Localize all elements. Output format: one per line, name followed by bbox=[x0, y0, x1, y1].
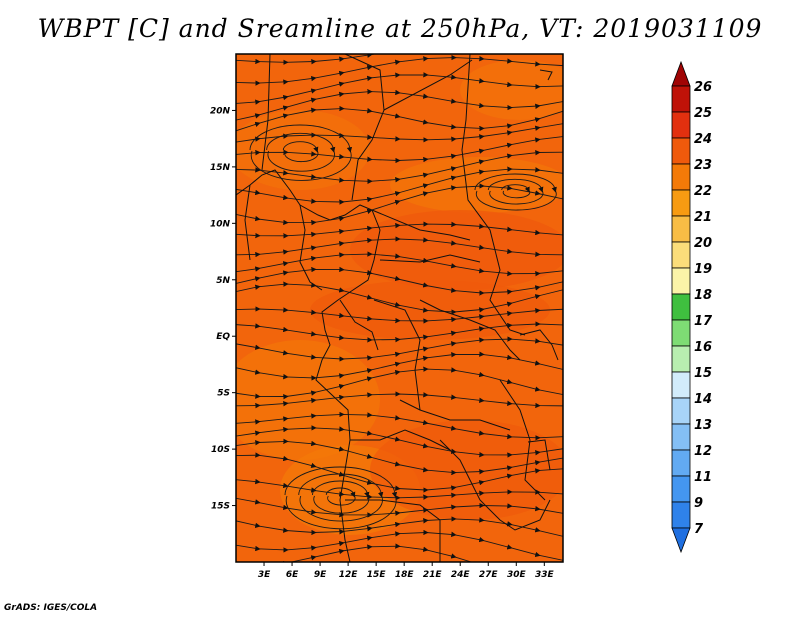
streamline bbox=[236, 391, 563, 409]
colorbar-swatch bbox=[671, 293, 691, 321]
colorbar-label: 20 bbox=[694, 236, 712, 251]
colorbar-bottom-triangle bbox=[671, 527, 691, 554]
lon-label: 15E bbox=[367, 570, 387, 580]
grads-credit: GrADS: IGES/COLA bbox=[4, 603, 98, 613]
colorbar-label: 25 bbox=[694, 106, 712, 121]
streamline bbox=[236, 221, 563, 239]
colorbar-swatch bbox=[671, 397, 691, 425]
country-borders bbox=[236, 54, 559, 562]
lat-label: 15S bbox=[211, 502, 230, 512]
streamline bbox=[474, 173, 557, 211]
colorbar-swatch bbox=[671, 475, 691, 503]
colorbar-label: 24 bbox=[694, 132, 712, 147]
lat-label: 10N bbox=[210, 219, 231, 229]
streamline bbox=[236, 281, 563, 315]
streamline bbox=[284, 466, 398, 530]
lat-label: 5N bbox=[216, 276, 230, 286]
streamline bbox=[282, 141, 319, 163]
colorbar-label: 26 bbox=[694, 80, 712, 95]
colorbar-swatch bbox=[671, 345, 691, 373]
lat-label: 10S bbox=[211, 445, 230, 455]
colorbar-label: 16 bbox=[694, 340, 712, 355]
colorbar-swatch bbox=[671, 163, 691, 191]
colorbar-swatch bbox=[671, 137, 691, 165]
streamline bbox=[236, 497, 563, 518]
colorbar-swatch bbox=[671, 319, 691, 347]
lon-label: 9E bbox=[314, 570, 327, 580]
colorbar-swatch bbox=[671, 215, 691, 243]
lat-label: 5S bbox=[217, 389, 230, 399]
lon-label: 21E bbox=[423, 570, 443, 580]
streamline bbox=[312, 480, 370, 514]
lon-label: 24E bbox=[451, 570, 471, 580]
lon-label: 33E bbox=[535, 570, 555, 580]
lon-label: 30E bbox=[507, 570, 527, 580]
map-title: WBPT [C] and Sreamline at 250hPa, VT: 20… bbox=[37, 14, 763, 43]
colorbar-label: 15 bbox=[694, 366, 712, 381]
streamline bbox=[249, 124, 353, 181]
colorbar-swatch bbox=[671, 449, 691, 477]
streamline bbox=[298, 473, 384, 522]
lat-label: 15N bbox=[210, 163, 231, 173]
colorbar-swatch bbox=[671, 189, 691, 217]
map-axes: 20N 15N 10N 5N EQ 5S 10S 15S 3E 6E 9E 12E 15E 18E 21E 2… bbox=[210, 106, 555, 580]
colorbar-label: 21 bbox=[694, 210, 712, 225]
lon-label: 27E bbox=[479, 570, 499, 580]
streamline bbox=[266, 132, 336, 172]
colorbar-swatch bbox=[671, 267, 691, 295]
colorbar-label: 23 bbox=[694, 158, 712, 173]
colorbar: 26 25 24 23 22 21 20 19 18 17 16 15 14 13 12 11 9 7 bbox=[671, 60, 713, 554]
map-frame bbox=[235, 53, 564, 563]
streamlines bbox=[236, 54, 563, 562]
streamline bbox=[236, 306, 563, 324]
streamline bbox=[236, 478, 563, 501]
colorbar-top-triangle bbox=[671, 60, 691, 87]
lon-label: 3E bbox=[258, 570, 271, 580]
colorbar-label: 9 bbox=[694, 496, 703, 511]
colorbar-label: 19 bbox=[694, 262, 712, 277]
colorbar-swatch bbox=[671, 111, 691, 139]
colorbar-swatch bbox=[671, 371, 691, 399]
lat-label: 20N bbox=[210, 106, 231, 116]
streamline bbox=[501, 184, 531, 199]
colorbar-swatch bbox=[671, 241, 691, 269]
colorbar-swatch bbox=[671, 501, 691, 529]
colorbar-label: 18 bbox=[694, 288, 712, 303]
colorbar-label: 14 bbox=[694, 392, 712, 407]
lat-label: EQ bbox=[216, 332, 230, 342]
lon-label: 6E bbox=[286, 570, 299, 580]
colorbar-label: 17 bbox=[694, 314, 713, 329]
colorbar-label: 13 bbox=[694, 418, 712, 433]
streamline bbox=[487, 178, 544, 205]
colorbar-swatch bbox=[671, 423, 691, 451]
colorbar-label: 7 bbox=[694, 522, 704, 537]
lon-label: 12E bbox=[339, 570, 359, 580]
colorbar-label: 11 bbox=[694, 470, 712, 485]
colorbar-swatch bbox=[671, 85, 691, 113]
streamline bbox=[325, 487, 356, 506]
colorbar-label: 22 bbox=[694, 184, 712, 199]
colorbar-label: 12 bbox=[694, 444, 712, 459]
lon-label: 18E bbox=[395, 570, 415, 580]
streamline bbox=[255, 543, 541, 562]
